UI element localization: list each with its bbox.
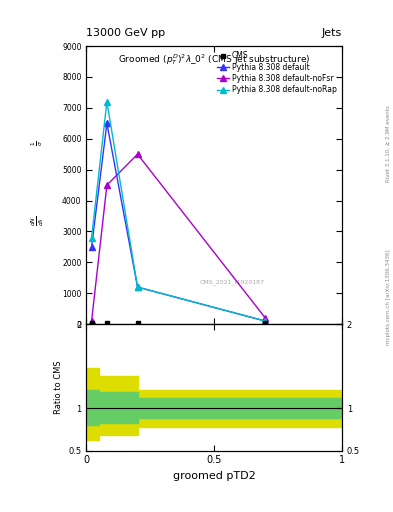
Text: Rivet 3.1.10, ≥ 2.9M events: Rivet 3.1.10, ≥ 2.9M events (386, 105, 391, 182)
CMS (135, 319, 140, 326)
Pythia 8.308 default-noFsr (263, 315, 268, 321)
Pythia 8.308 default-noRap (135, 284, 140, 290)
Bar (99, 392, 138, 423)
Text: Jets: Jets (321, 28, 342, 38)
Bar (138, 390, 342, 427)
Line: CMS: CMS (89, 320, 268, 325)
Pythia 8.308 default (105, 120, 109, 126)
Pythia 8.308 default-noFsr (105, 182, 109, 188)
Bar (138, 398, 342, 418)
Line: Pythia 8.308 default: Pythia 8.308 default (89, 120, 268, 324)
CMS (105, 319, 109, 326)
Text: 13000 GeV pp: 13000 GeV pp (86, 28, 165, 38)
Pythia 8.308 default-noRap (263, 318, 268, 324)
Text: $\frac{dN}{d\lambda}$: $\frac{dN}{d\lambda}$ (30, 216, 46, 226)
CMS (263, 319, 268, 326)
Pythia 8.308 default (263, 318, 268, 324)
Pythia 8.308 default-noFsr (135, 151, 140, 157)
Text: mcplots.cern.ch [arXiv:1306.3436]: mcplots.cern.ch [arXiv:1306.3436] (386, 249, 391, 345)
X-axis label: groomed pTD2: groomed pTD2 (173, 471, 255, 481)
Pythia 8.308 default-noRap (89, 234, 94, 241)
Pythia 8.308 default (89, 244, 94, 250)
Text: CMS_2021_I1920187: CMS_2021_I1920187 (200, 280, 264, 285)
Bar (99, 376, 138, 435)
Text: $\frac{1}{\sigma}$: $\frac{1}{\sigma}$ (30, 140, 46, 146)
Bar (86, 390, 99, 425)
Y-axis label: Ratio to CMS: Ratio to CMS (54, 360, 63, 414)
Line: Pythia 8.308 default-noRap: Pythia 8.308 default-noRap (89, 99, 268, 324)
Pythia 8.308 default-noRap (105, 99, 109, 105)
Text: Groomed $(p_T^D)^2\lambda\_0^2$ (CMS jet substructure): Groomed $(p_T^D)^2\lambda\_0^2$ (CMS jet… (118, 52, 310, 67)
CMS (89, 319, 94, 326)
Pythia 8.308 default-noFsr (89, 318, 94, 324)
Bar (86, 368, 99, 440)
Pythia 8.308 default (135, 284, 140, 290)
Legend: CMS, Pythia 8.308 default, Pythia 8.308 default-noFsr, Pythia 8.308 default-noRa: CMS, Pythia 8.308 default, Pythia 8.308 … (216, 50, 338, 96)
Line: Pythia 8.308 default-noFsr: Pythia 8.308 default-noFsr (89, 152, 268, 324)
